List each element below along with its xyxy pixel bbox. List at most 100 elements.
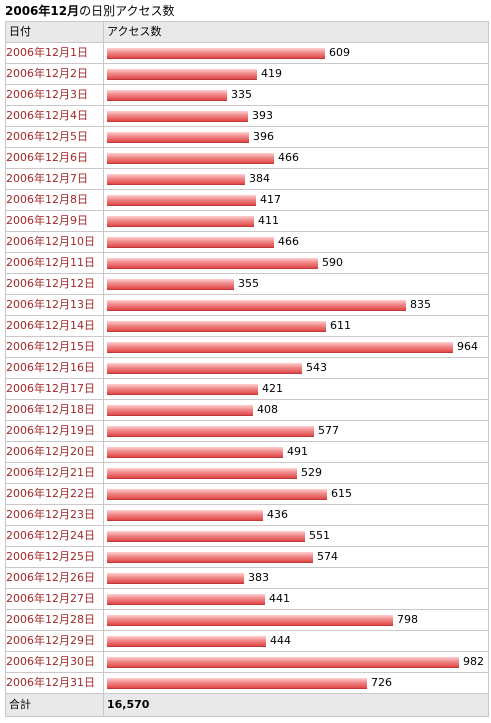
bar-wrap: 726 [107,674,488,693]
table-row: 2006年12月25日 574 [5,546,489,568]
access-count-label: 411 [258,214,279,227]
access-count-label: 798 [397,613,418,626]
row-count-cell: 444 [103,630,489,652]
table-row: 2006年12月20日 491 [5,441,489,463]
row-count-cell: 543 [103,357,489,379]
row-count-cell: 421 [103,378,489,400]
row-date: 2006年12月18日 [5,399,104,421]
table-row: 2006年12月17日 421 [5,378,489,400]
access-count-label: 421 [262,382,283,395]
row-date: 2006年12月26日 [5,567,104,589]
row-date: 2006年12月21日 [5,462,104,484]
total-value: 16,570 [103,693,489,717]
access-count-label: 551 [309,529,330,542]
access-bar [107,299,406,311]
access-bar [107,509,263,521]
access-bar [107,614,393,626]
row-count-cell: 590 [103,252,489,274]
access-bar [107,572,244,584]
row-count-cell: 441 [103,588,489,610]
row-count-cell: 529 [103,462,489,484]
row-date: 2006年12月19日 [5,420,104,442]
access-bar [107,341,453,353]
row-date: 2006年12月24日 [5,525,104,547]
bar-wrap: 393 [107,107,488,126]
row-count-cell: 384 [103,168,489,190]
access-bar [107,257,318,269]
access-bar [107,551,313,563]
access-count-label: 417 [260,193,281,206]
access-count-label: 529 [301,466,322,479]
bar-wrap: 421 [107,380,488,399]
access-count-label: 611 [330,319,351,332]
access-bar [107,383,258,395]
access-count-label: 543 [306,361,327,374]
row-date: 2006年12月10日 [5,231,104,253]
row-date: 2006年12月25日 [5,546,104,568]
bar-wrap: 419 [107,65,488,84]
table-row: 2006年12月16日 543 [5,357,489,379]
access-bar [107,89,227,101]
row-count-cell: 355 [103,273,489,295]
access-count-label: 441 [269,592,290,605]
access-bar [107,215,254,227]
table-row: 2006年12月22日 615 [5,483,489,505]
bar-wrap: 543 [107,359,488,378]
row-date: 2006年12月12日 [5,273,104,295]
row-count-cell: 615 [103,483,489,505]
table-row: 2006年12月29日 444 [5,630,489,652]
row-count-cell: 417 [103,189,489,211]
bar-wrap: 417 [107,191,488,210]
page-title-suffix: の日別アクセス数 [79,4,175,18]
row-date: 2006年12月11日 [5,252,104,274]
bar-wrap: 491 [107,443,488,462]
access-bar [107,362,302,374]
row-date: 2006年12月28日 [5,609,104,631]
access-count-label: 355 [238,277,259,290]
row-date: 2006年12月17日 [5,378,104,400]
access-bar [107,152,274,164]
access-count-label: 419 [261,67,282,80]
bar-wrap: 835 [107,296,488,315]
bar-wrap: 964 [107,338,488,357]
table-row: 2006年12月30日 982 [5,651,489,673]
row-date: 2006年12月23日 [5,504,104,526]
row-count-cell: 335 [103,84,489,106]
bar-wrap: 441 [107,590,488,609]
bar-wrap: 466 [107,233,488,252]
access-bar [107,173,245,185]
access-count-label: 491 [287,445,308,458]
row-count-cell: 577 [103,420,489,442]
access-count-label: 577 [318,424,339,437]
row-date: 2006年12月4日 [5,105,104,127]
row-date: 2006年12月16日 [5,357,104,379]
access-bar [107,131,249,143]
access-count-label: 466 [278,151,299,164]
row-date: 2006年12月22日 [5,483,104,505]
row-count-cell: 396 [103,126,489,148]
row-count-cell: 982 [103,651,489,673]
access-count-label: 444 [270,634,291,647]
table-row: 2006年12月26日 383 [5,567,489,589]
access-count-label: 982 [463,655,484,668]
access-bar [107,404,253,416]
daily-access-table: 日付 アクセス数 2006年12月1日 609 2006年12月2日 419 2006年… [5,21,489,717]
bar-wrap: 551 [107,527,488,546]
access-count-label: 396 [253,130,274,143]
table-row: 2006年12月27日 441 [5,588,489,610]
access-count-label: 964 [457,340,478,353]
bar-wrap: 798 [107,611,488,630]
row-count-cell: 835 [103,294,489,316]
row-date: 2006年12月2日 [5,63,104,85]
bar-wrap: 444 [107,632,488,651]
table-header-row: 日付 アクセス数 [5,21,489,43]
table-row: 2006年12月13日 835 [5,294,489,316]
bar-wrap: 615 [107,485,488,504]
bar-wrap: 411 [107,212,488,231]
access-count-label: 335 [231,88,252,101]
row-count-cell: 383 [103,567,489,589]
access-bar [107,467,297,479]
row-count-cell: 491 [103,441,489,463]
access-bar [107,47,325,59]
bar-wrap: 466 [107,149,488,168]
